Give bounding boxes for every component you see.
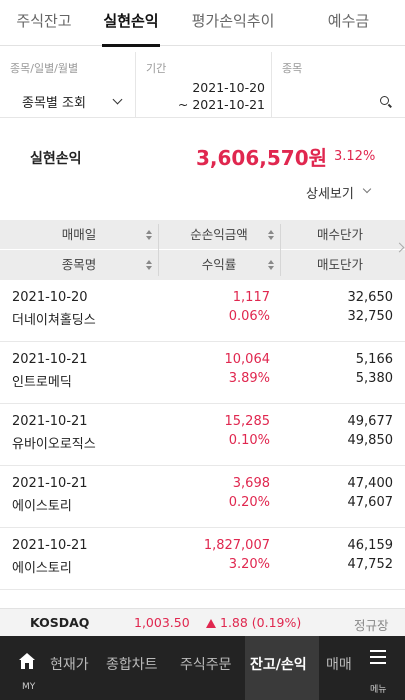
return-rate: 0.20% — [228, 495, 270, 510]
buy-price: 32,650 — [347, 290, 394, 305]
category-label: 종목/일별/월별 — [10, 62, 79, 75]
tab-deposit[interactable]: 예수금 — [327, 12, 370, 30]
category-value: 종목별 조회 — [22, 96, 86, 111]
sell-price: 5,380 — [355, 371, 393, 386]
net-pl: 1,117 — [232, 290, 270, 305]
header-buy-price[interactable]: 매수단가 — [316, 227, 363, 242]
sell-price: 32,750 — [347, 309, 394, 324]
header-trade-date[interactable]: 매매일 — [61, 227, 97, 242]
column-divider — [280, 224, 281, 276]
market-ticker[interactable]: KOSDAQ 1,003.50 1.88 (0.19%) 정규장 — [0, 608, 405, 636]
triangle-up-icon — [206, 619, 216, 628]
index-change: 1.88 (0.19%) — [220, 615, 302, 630]
sell-price: 47,607 — [347, 495, 394, 510]
column-divider — [158, 224, 159, 276]
table-header: 매매일 순손익금액 매수단가 종목명 수익률 매도단가 — [0, 220, 405, 280]
period-end: ~ 2021-10-21 — [177, 97, 265, 112]
chevron-down-icon[interactable] — [362, 184, 372, 194]
header-sell-price[interactable]: 매도단가 — [316, 257, 363, 272]
index-value: 1,003.50 — [134, 615, 190, 630]
net-pl: 10,064 — [224, 352, 271, 367]
table-row[interactable]: 2021-10-21 인트로메딕 10,064 3.89% 5,166 5,38… — [0, 342, 405, 404]
detail-link[interactable]: 상세보기 — [306, 187, 354, 202]
tab-stock-balance[interactable]: 주식잔고 — [16, 12, 72, 30]
buy-price: 47,400 — [347, 476, 394, 491]
trade-date: 2021-10-21 — [12, 352, 88, 367]
menu-icon[interactable] — [370, 650, 386, 668]
category-select[interactable]: 종목/일별/월별 종목별 조회 — [0, 52, 136, 118]
stock-name: 에이스토리 — [12, 499, 72, 514]
nav-order[interactable]: 주식주문 — [180, 657, 232, 673]
index-change-wrap: 1.88 (0.19%) — [206, 615, 301, 630]
nav-active-highlight — [245, 636, 319, 700]
header-return-rate[interactable]: 수익률 — [201, 257, 237, 272]
trade-date: 2021-10-20 — [12, 290, 88, 305]
stock-search[interactable]: 종목 — [272, 52, 405, 118]
period-start: 2021-10-20 — [192, 80, 265, 95]
stock-name: 에이스토리 — [12, 561, 72, 576]
header-stock-name[interactable]: 종목명 — [61, 257, 97, 272]
stock-label: 종목 — [282, 62, 303, 75]
summary-label: 실현손익 — [30, 151, 82, 167]
buy-price: 46,159 — [347, 538, 394, 553]
sell-price: 49,850 — [347, 433, 394, 448]
buy-price: 49,677 — [347, 414, 394, 429]
period-select[interactable]: 기간 2021-10-20 ~ 2021-10-21 — [136, 52, 272, 118]
net-pl: 1,827,007 — [203, 538, 270, 553]
net-pl: 3,698 — [232, 476, 270, 491]
trade-date: 2021-10-21 — [12, 414, 88, 429]
top-tabs: 주식잔고 실현손익 평가손익추이 예수금 — [0, 0, 405, 47]
index-name: KOSDAQ — [30, 615, 90, 630]
home-icon[interactable] — [18, 652, 36, 670]
tab-realized-pl[interactable]: 실현손익 — [88, 0, 174, 47]
tab-valuation-trend[interactable]: 평가손익추이 — [191, 12, 275, 30]
return-rate: 3.20% — [228, 557, 270, 572]
summary-amount: 3,606,570원 — [196, 146, 328, 170]
stock-name: 더네이쳐홀딩스 — [12, 313, 96, 328]
period-label: 기간 — [146, 62, 167, 75]
market-status: 정규장 — [354, 618, 389, 633]
table-row[interactable]: 2021-10-20 더네이쳐홀딩스 1,117 0.06% 32,650 32… — [0, 280, 405, 342]
nav-trade[interactable]: 매매 — [326, 657, 352, 673]
return-rate: 0.06% — [228, 309, 270, 324]
table-row[interactable]: 2021-10-21 에이스토리 1,827,007 3.20% 46,159 … — [0, 528, 405, 590]
return-rate: 3.89% — [228, 371, 270, 386]
net-pl: 15,285 — [224, 414, 271, 429]
bottom-nav: MY 현재가 종합차트 주식주문 잔고/손익 매매 메뉴 — [0, 636, 405, 700]
header-divider — [0, 249, 405, 250]
trade-date: 2021-10-21 — [12, 476, 88, 491]
table-row[interactable]: 2021-10-21 에이스토리 3,698 0.20% 47,400 47,6… — [0, 466, 405, 528]
buy-price: 5,166 — [355, 352, 393, 367]
trade-date: 2021-10-21 — [12, 538, 88, 553]
sell-price: 47,752 — [347, 557, 394, 572]
home-label: MY — [22, 682, 36, 692]
period-range: 2021-10-20 ~ 2021-10-21 — [178, 79, 265, 113]
filter-bar: 종목/일별/월별 종목별 조회 기간 2021-10-20 ~ 2021-10-… — [0, 52, 405, 118]
chevron-down-icon — [112, 94, 123, 105]
stock-name: 유바이오로직스 — [12, 437, 96, 452]
header-net-pl[interactable]: 순손익금액 — [190, 227, 248, 242]
return-rate: 0.10% — [228, 433, 270, 448]
stock-name: 인트로메딕 — [12, 375, 72, 390]
menu-label: 메뉴 — [370, 685, 387, 695]
summary-rate: 3.12% — [334, 149, 376, 164]
search-icon[interactable] — [380, 96, 389, 105]
table-row[interactable]: 2021-10-21 유바이오로직스 15,285 0.10% 49,677 4… — [0, 404, 405, 466]
nav-chart[interactable]: 종합차트 — [106, 657, 158, 673]
nav-current-price[interactable]: 현재가 — [50, 657, 89, 673]
nav-balance[interactable]: 잔고/손익 — [250, 657, 307, 673]
